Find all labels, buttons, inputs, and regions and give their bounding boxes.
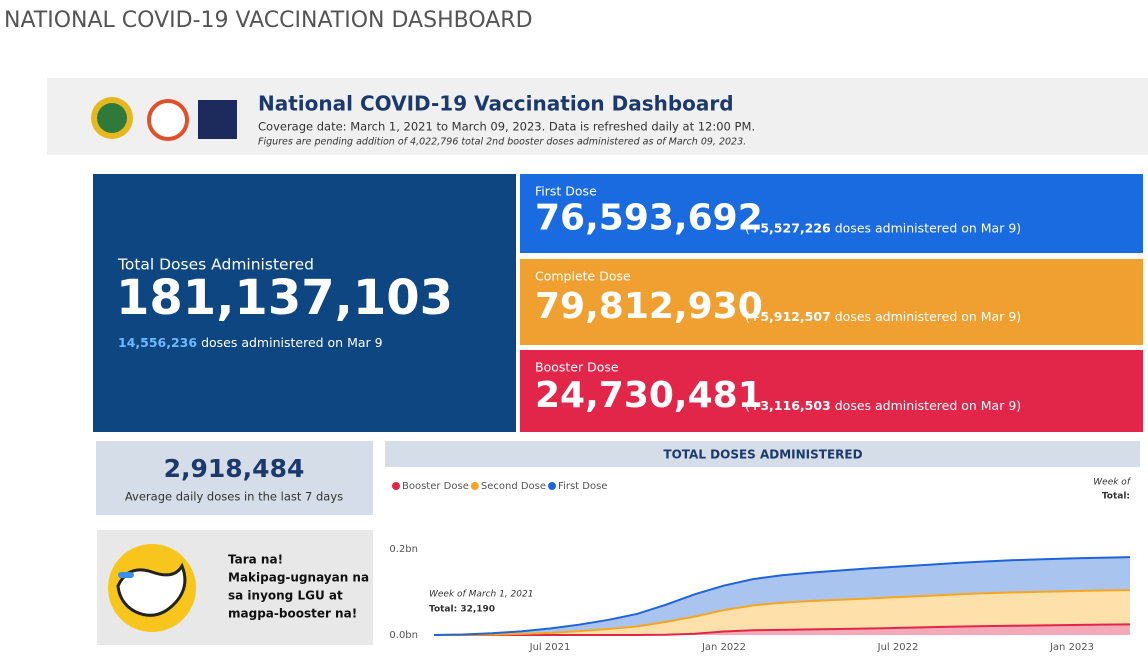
chart-title: TOTAL DOSES ADMINISTERED	[663, 448, 862, 462]
series-line	[433, 556, 1131, 636]
promo-line: sa inyong LGU at	[228, 589, 343, 603]
today-value: 14,556,236	[118, 335, 197, 350]
logo-doh-inner	[97, 103, 127, 133]
x-tick-label: Jan 2023	[1049, 642, 1094, 653]
detail-open: (	[745, 220, 750, 235]
detail-text: doses administered on Mar 9)	[835, 309, 1021, 324]
total-value: 181,137,103	[116, 270, 453, 326]
y-tick-label: 0.2bn	[389, 544, 418, 555]
dose-card	[520, 174, 1143, 253]
x-tick-label: Jul 2022	[877, 642, 919, 653]
detail-text: doses administered on Mar 9)	[835, 220, 1021, 235]
hover-week: Week of	[1093, 478, 1132, 488]
average-label: Average daily doses in the last 7 days	[125, 490, 343, 504]
today-text: doses administered on Mar 9	[201, 335, 383, 350]
hover-total: Total:	[1102, 492, 1130, 502]
logo-ntf	[198, 100, 237, 139]
dose-value: 24,730,481	[535, 375, 763, 416]
y-tick-label: 0.0bn	[389, 630, 418, 641]
dose-detail: (+5,912,507 doses administered on Mar 9)	[745, 309, 1021, 324]
annotation-week: Week of March 1, 2021	[429, 590, 533, 600]
x-tick-label: Jul 2021	[529, 642, 571, 653]
chart: 0.0bn 0.2bn Jul 2021 Jan 2022 Jul 2022 Jan 20…	[389, 481, 1131, 653]
average-value: 2,918,484	[164, 454, 305, 483]
legend-label: Booster Dose	[402, 481, 469, 492]
series-line	[434, 623, 1131, 636]
promo-arm	[116, 562, 187, 617]
promo-bandage	[118, 572, 134, 578]
dose-value: 76,593,692	[535, 198, 763, 239]
promo-line: Tara na!	[228, 553, 283, 567]
detail-text: doses administered on Mar 9)	[835, 398, 1021, 413]
legend-dot	[548, 482, 557, 490]
total-label: Total Doses Administered	[117, 256, 314, 274]
x-tick-label: Jan 2022	[701, 642, 746, 653]
dose-label: Booster Dose	[535, 360, 619, 375]
legend-label: Second Dose	[481, 481, 546, 492]
total-today: 14,556,236 doses administered on Mar 9	[118, 335, 383, 350]
dose-label: Complete Dose	[535, 269, 631, 284]
dose-detail: (+3,116,503 doses administered on Mar 9)	[745, 398, 1021, 413]
dose-label: First Dose	[535, 184, 597, 199]
header-title: National COVID-19 Vaccination Dashboard	[258, 92, 734, 116]
detail-open: (	[745, 309, 750, 324]
detail-delta: +5,527,226	[750, 220, 831, 235]
total-card	[93, 174, 516, 432]
header-note: Figures are pending addition of 4,022,79…	[258, 137, 746, 148]
promo-line: magpa-booster na!	[228, 607, 357, 621]
dose-card	[520, 350, 1143, 432]
detail-delta: +3,116,503	[750, 398, 831, 413]
legend-label: First Dose	[558, 481, 607, 492]
dose-detail: (+5,527,226 doses administered on Mar 9)	[745, 220, 1021, 235]
area	[434, 590, 1130, 635]
legend-dot	[392, 482, 400, 490]
promo-text: Tara na! Makipag-ugnayan na sa inyong LGU …	[228, 553, 369, 621]
promo-line: Makipag-ugnayan na	[228, 571, 369, 585]
page-title: NATIONAL COVID-19 VACCINATION DASHBOARD	[4, 8, 533, 33]
logo-iatf	[147, 99, 189, 141]
detail-delta: +5,912,507	[750, 309, 831, 324]
header-coverage: Coverage date: March 1, 2021 to March 09…	[258, 120, 755, 134]
detail-open: (	[745, 398, 750, 413]
legend-dot	[470, 482, 479, 490]
annotation-total: Total: 32,190	[429, 605, 495, 615]
average-card	[96, 441, 373, 515]
series-line	[433, 589, 1131, 636]
chart-header	[385, 441, 1140, 467]
dose-card	[520, 259, 1143, 345]
dose-value: 79,812,930	[535, 286, 763, 327]
